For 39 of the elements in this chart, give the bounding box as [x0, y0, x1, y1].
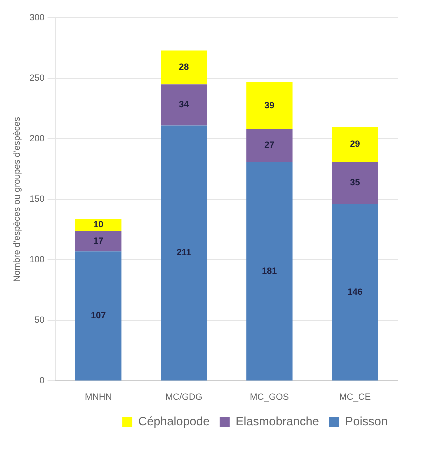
x-tick-label: MC_CE — [339, 392, 371, 402]
y-axis-title: Nombre d'espèces ou groupes d'espèces — [12, 116, 22, 282]
data-label: 28 — [179, 62, 190, 72]
bar — [332, 126, 378, 162]
data-label: 27 — [264, 140, 275, 150]
x-tick-label: MNHN — [85, 392, 112, 402]
bar — [332, 204, 378, 381]
legend-label: Elasmobranche — [236, 414, 320, 428]
data-label: 107 — [91, 310, 106, 321]
y-tick-label: 300 — [30, 12, 45, 22]
data-label: 39 — [264, 100, 275, 110]
bar — [332, 162, 378, 204]
bar — [75, 252, 122, 381]
y-tick-label: 250 — [30, 73, 45, 84]
data-label: 181 — [262, 266, 278, 276]
data-label: 146 — [348, 287, 363, 298]
y-tick-label: 150 — [30, 194, 45, 204]
data-label: 10 — [94, 220, 104, 230]
data-label: 34 — [179, 100, 190, 110]
x-tick-label: MC/GDG — [166, 392, 203, 402]
bar — [161, 50, 208, 85]
bar — [75, 231, 122, 252]
data-label: 29 — [350, 139, 360, 149]
x-tick-label: MC_GOS — [250, 392, 290, 402]
bar — [246, 129, 293, 162]
bar — [75, 218, 122, 232]
bar — [246, 162, 293, 381]
bar — [161, 84, 208, 126]
y-tick-label: 0 — [40, 376, 45, 386]
bar — [246, 82, 293, 130]
y-tick-label: 200 — [30, 134, 45, 144]
legend-label: Poisson — [345, 414, 388, 428]
data-label: 17 — [94, 236, 104, 246]
data-label: 35 — [350, 178, 360, 188]
y-tick-label: 100 — [30, 254, 45, 265]
bar — [161, 126, 208, 381]
data-label: 211 — [176, 248, 192, 258]
legend-label: Céphalopode — [138, 414, 210, 428]
y-tick-label: 50 — [34, 315, 45, 326]
